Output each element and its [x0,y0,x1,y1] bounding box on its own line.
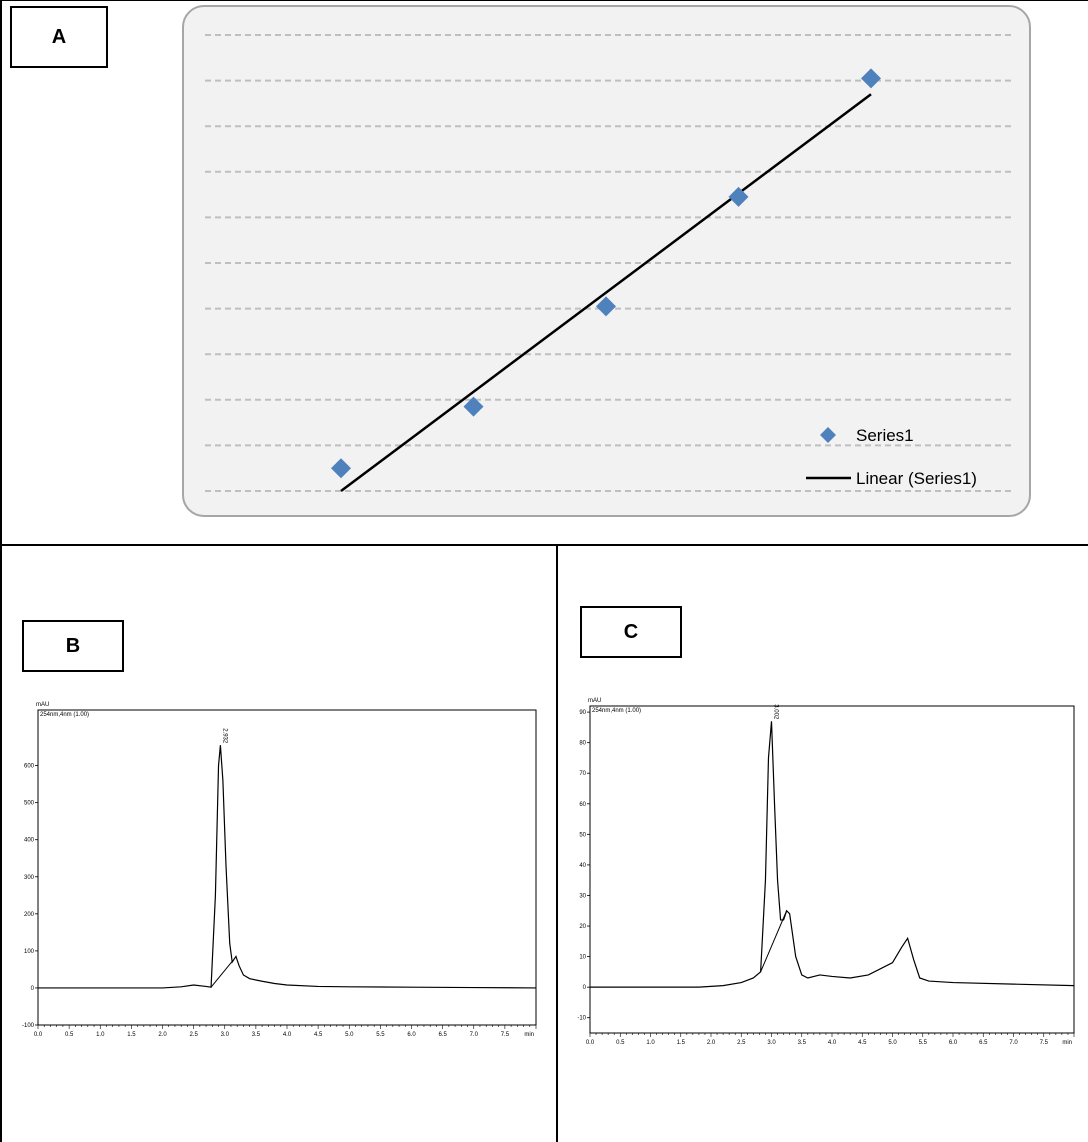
y-tick-label-3: 20 [579,924,586,930]
x-tick-label-5: 2.5 [737,1040,746,1046]
x-tick-label-4: 2.0 [158,1032,167,1038]
panel-b-label: B [22,620,124,672]
data-point-5 [861,68,881,89]
y-axis-unit: mAU [36,702,49,708]
x-tick-label-13: 6.5 [979,1040,988,1046]
peak-retention-label: 2.932 [221,728,227,744]
x-tick-label-15: 7.5 [1040,1040,1049,1046]
y-tick-label-1: 0 [31,986,35,992]
data-point-3 [596,296,616,317]
y-tick-label-2: 100 [24,949,35,955]
x-tick-label-6: 3.0 [767,1040,776,1046]
y-tick-label-5: 400 [24,838,35,844]
frame-left [0,0,2,1142]
peak-retention-label: 3.002 [773,704,779,720]
y-tick-label-1: 0 [583,985,587,991]
channel-label: 254nm,4nm (1.00) [40,712,89,718]
y-tick-label-0: -100 [22,1023,35,1029]
legend-marker-series1 [820,427,836,443]
x-tick-label-8: 4.0 [828,1040,837,1046]
x-axis-unit: min [1062,1040,1072,1046]
x-tick-label-4: 2.0 [707,1040,716,1046]
y-tick-label-4: 300 [24,875,35,881]
x-axis-unit: min [524,1032,534,1038]
y-tick-label-9: 80 [579,741,586,747]
x-tick-label-11: 5.5 [919,1040,928,1046]
integration-baseline [210,960,233,988]
y-tick-label-7: 600 [24,764,35,770]
y-tick-label-6: 50 [579,832,586,838]
x-tick-label-3: 1.5 [677,1040,686,1046]
panel-c-label: C [580,606,682,658]
data-point-1 [331,458,351,479]
x-tick-label-12: 6.0 [407,1032,416,1038]
x-tick-label-7: 3.5 [798,1040,807,1046]
x-tick-label-2: 1.0 [646,1040,655,1046]
y-tick-label-0: -10 [577,1016,586,1022]
data-point-2 [463,396,484,417]
frame-middle [0,544,1088,546]
x-tick-label-14: 7.0 [470,1032,479,1038]
x-tick-label-12: 6.0 [949,1040,958,1046]
legend-label-trendline: Linear (Series1) [856,469,977,488]
x-tick-label-13: 6.5 [438,1032,447,1038]
panel-a-label: A [10,6,108,68]
x-tick-label-0: 0.0 [34,1032,43,1038]
frame-center [556,544,558,1142]
y-tick-label-4: 30 [579,893,586,899]
y-tick-label-8: 70 [579,771,586,777]
x-tick-label-10: 5.0 [888,1040,897,1046]
scatter-plot-area [182,5,1031,517]
calibration-scatter-chart: Series1 Linear (Series1) [205,34,1015,493]
channel-label: 254nm,4nm (1.00) [592,708,641,714]
x-tick-label-8: 4.0 [283,1032,292,1038]
x-tick-label-3: 1.5 [127,1032,136,1038]
y-tick-label-5: 40 [579,863,586,869]
x-tick-label-15: 7.5 [501,1032,510,1038]
x-tick-label-7: 3.5 [252,1032,261,1038]
x-tick-label-14: 7.0 [1009,1040,1018,1046]
data-point-4 [728,186,749,207]
frame-top [0,0,1088,1]
y-tick-label-10: 90 [579,710,586,716]
x-tick-label-0: 0.0 [586,1040,595,1046]
x-tick-label-9: 4.5 [858,1040,867,1046]
chromatogram-b: mAU 254nm,4nm (1.00) -100 0 100 200 300 400 500 6… [22,702,537,1038]
trendline [340,93,872,493]
chromatogram-trace [590,721,1075,988]
x-tick-label-6: 3.0 [221,1032,230,1038]
chromatogram-c: mAU 254nm,4nm (1.00) -10 0 10 20 30 40 50 60 70 80 9… [577,698,1075,1046]
y-axis-unit: mAU [588,698,601,704]
x-tick-label-11: 5.5 [376,1032,385,1038]
y-tick-label-2: 10 [579,955,586,961]
y-tick-label-3: 200 [24,912,35,918]
x-tick-label-5: 2.5 [189,1032,198,1038]
x-tick-label-1: 0.5 [616,1040,625,1046]
y-tick-label-6: 500 [24,801,35,807]
legend: Series1 Linear (Series1) [806,426,977,488]
x-tick-label-9: 4.5 [314,1032,323,1038]
integration-baseline [760,910,788,973]
y-tick-label-7: 60 [579,802,586,808]
chromatogram-trace [38,745,537,989]
x-tick-label-2: 1.0 [96,1032,105,1038]
plot-frame [37,709,537,1026]
x-tick-label-1: 0.5 [65,1032,74,1038]
x-tick-label-10: 5.0 [345,1032,354,1038]
legend-label-series1: Series1 [856,426,914,445]
